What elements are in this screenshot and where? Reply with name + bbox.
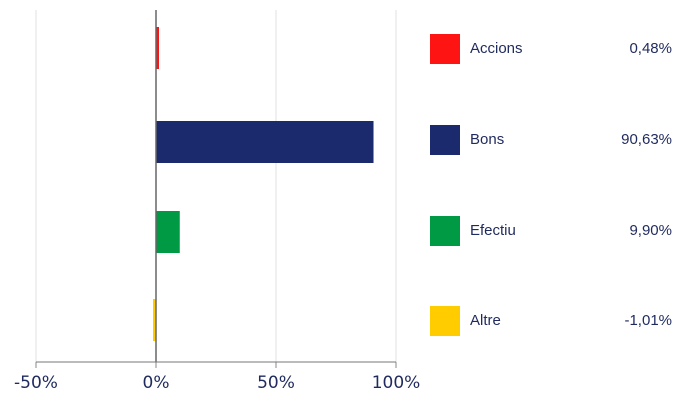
x-tick-labels: -50% 0% 50% 100% [14, 373, 420, 393]
legend-value: 90,63% [621, 131, 672, 148]
legend-item-altre: Altre -1,01% [430, 306, 674, 336]
bar-accions [156, 27, 159, 69]
legend-swatch [430, 216, 460, 246]
legend-swatch [430, 125, 460, 155]
legend-value: -1,01% [624, 312, 672, 329]
legend-value: 0,48% [629, 40, 672, 57]
legend-item-efectiu: Efectiu 9,90% [430, 216, 674, 246]
bar-altre [153, 299, 156, 341]
axes [35, 10, 397, 368]
x-tick-label: 0% [143, 373, 170, 393]
x-tick-label: 100% [372, 373, 421, 393]
legend-item-accions: Accions 0,48% [430, 34, 674, 64]
bar-efectiu [156, 211, 180, 253]
legend-swatch [430, 34, 460, 64]
bars [153, 27, 374, 341]
legend-label: Accions [470, 40, 523, 57]
grid-lines [35, 10, 397, 362]
legend-label: Efectiu [470, 222, 516, 239]
x-tick-label: 50% [257, 373, 295, 393]
legend-item-bons: Bons 90,63% [430, 125, 674, 155]
legend-swatch [430, 306, 460, 336]
x-tick-label: -50% [14, 373, 58, 393]
legend-value: 9,90% [629, 222, 672, 239]
legend-label: Altre [470, 312, 501, 329]
legend-label: Bons [470, 131, 505, 148]
bar-bons [156, 121, 374, 163]
